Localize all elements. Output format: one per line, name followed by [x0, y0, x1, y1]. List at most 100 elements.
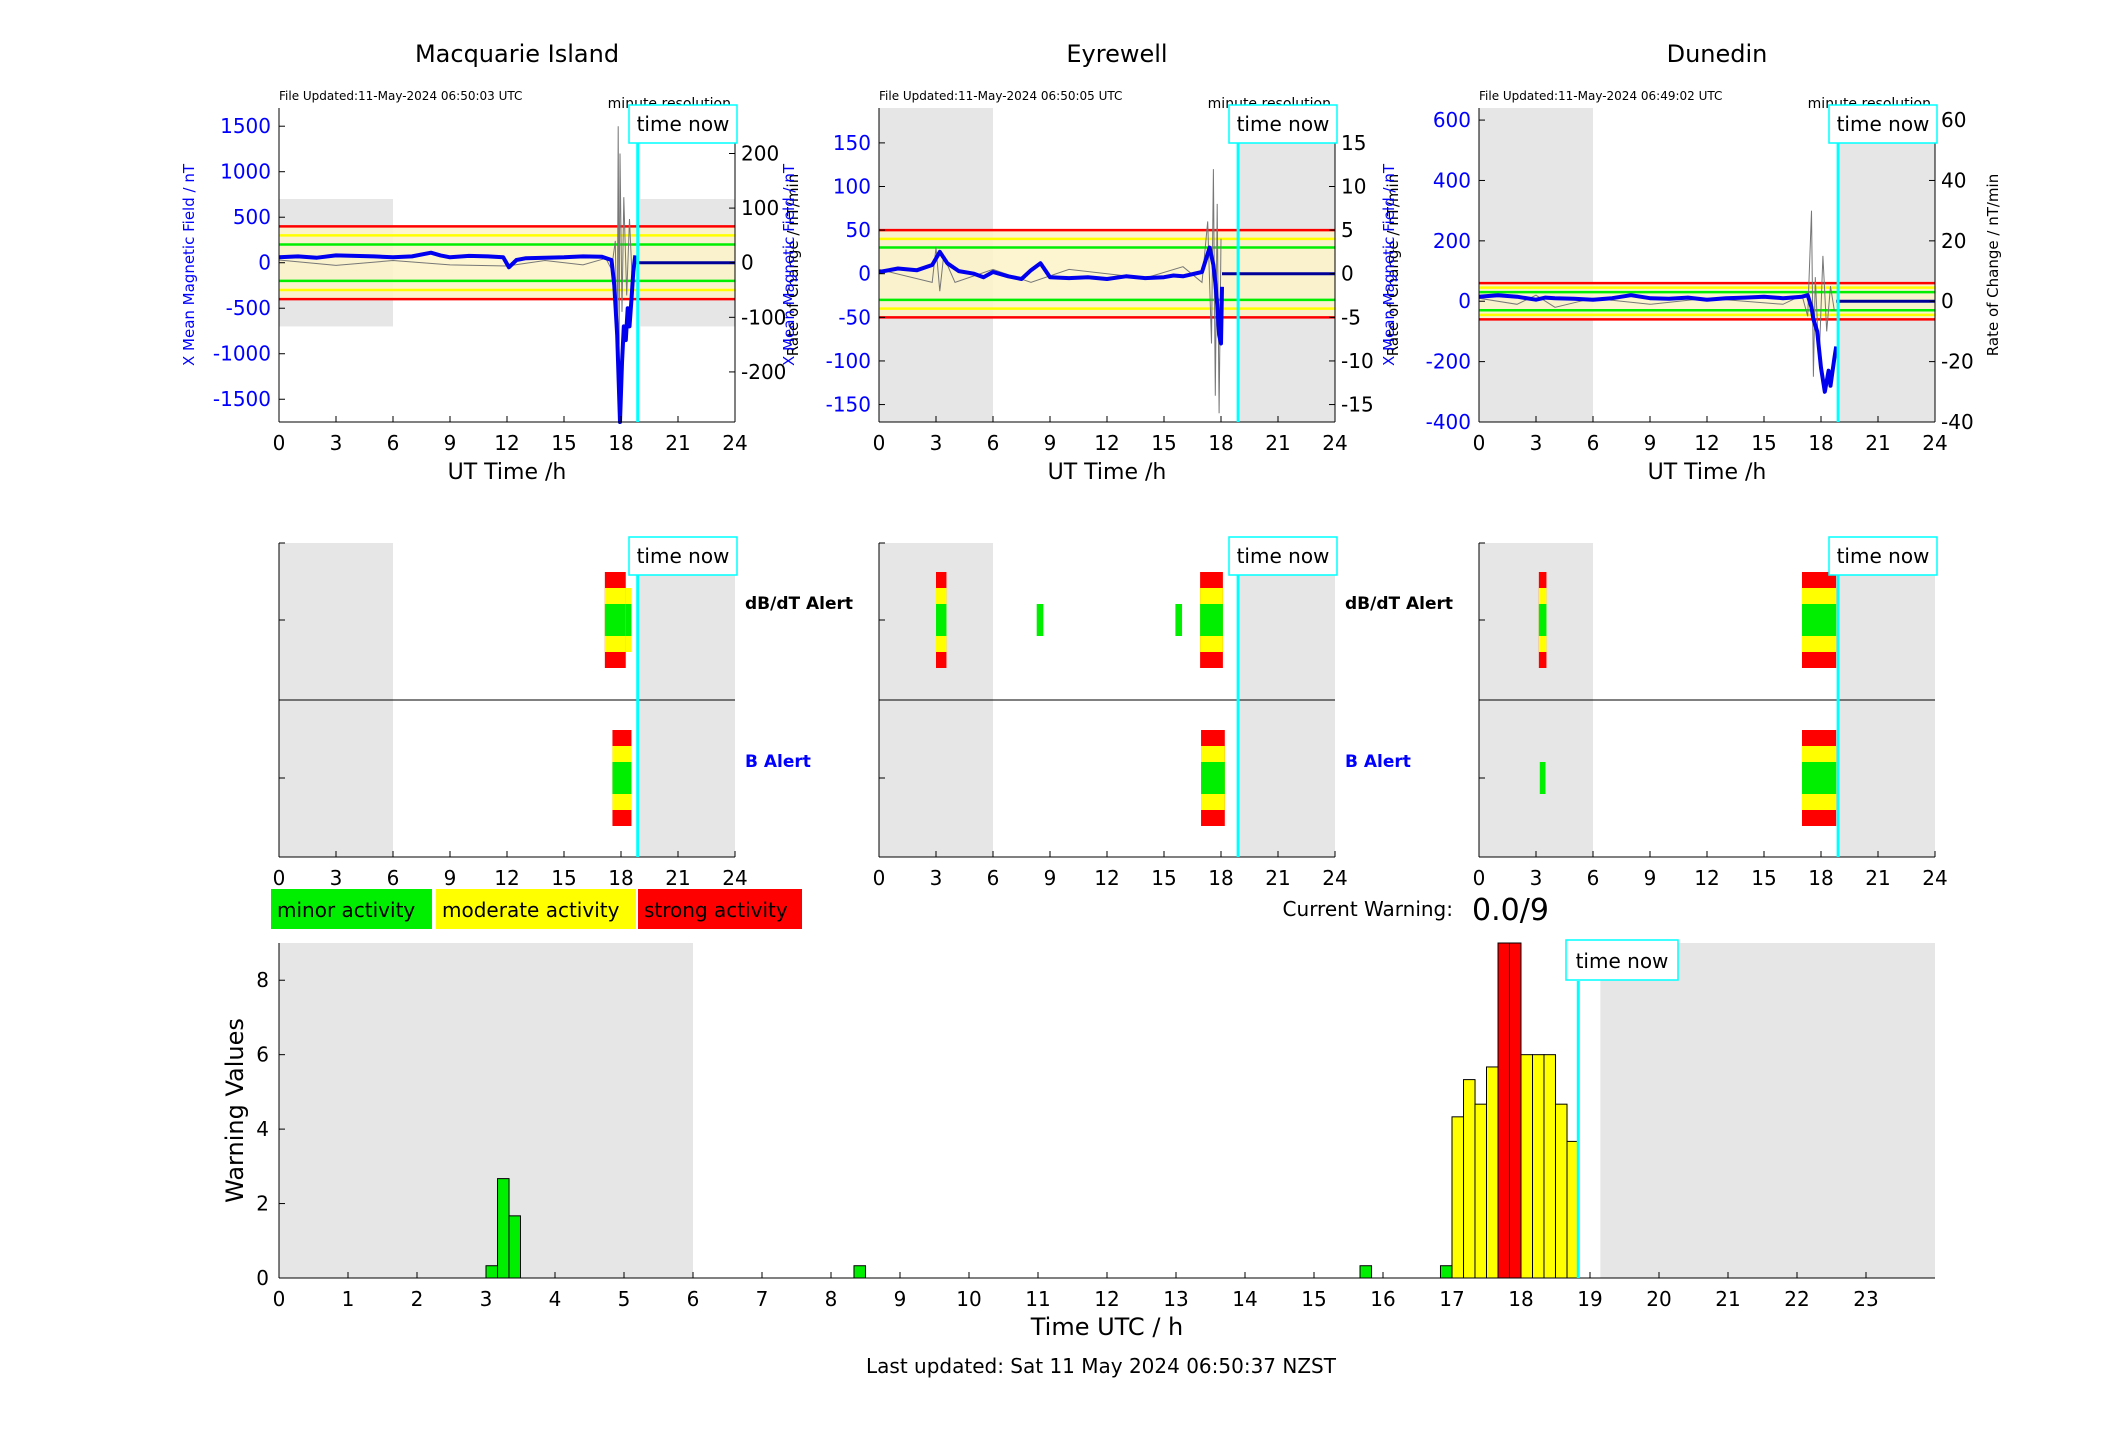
- warning-bar: [1520, 1054, 1534, 1279]
- y-axis-label: Warning Values: [221, 1018, 249, 1203]
- x-tick-label: 12: [1094, 866, 1119, 890]
- legend-label: strong activity: [644, 898, 788, 922]
- x-tick-label: 13: [1163, 1287, 1188, 1311]
- station-panel-2: Dunedin File Updated:11-May-2024 06:49:02…: [1380, 40, 2002, 485]
- x-tick-label: 21: [665, 866, 690, 890]
- x-tick-label: 11: [1025, 1287, 1050, 1311]
- time-now-box: [1828, 104, 1938, 144]
- b-alert-bar-minor: [1201, 762, 1225, 794]
- time-now-label: time now: [637, 544, 730, 568]
- y-tick-label: 2: [256, 1192, 269, 1216]
- x-axis-label: Time UTC / h: [1030, 1313, 1184, 1341]
- x-tick-label: 3: [930, 866, 943, 890]
- dbdt-alert-bar-minor: [1200, 604, 1223, 636]
- x-tick-label: 21: [1865, 431, 1890, 455]
- x-tick-label: 12: [1694, 866, 1719, 890]
- legend-swatch: [436, 889, 636, 929]
- y-left-axis-label: X Mean Magnetic Field / nT: [1380, 163, 1398, 366]
- x-axis-label: UT Time /h: [448, 460, 567, 485]
- x-tick-label: 0: [273, 866, 286, 890]
- dbdt-alert-bar-minor: [1175, 604, 1183, 636]
- dbdt-alert-bar-minor: [1802, 604, 1837, 636]
- x-tick-label: 15: [1751, 866, 1776, 890]
- file-updated-text: File Updated:11-May-2024 06:49:02 UTC: [1479, 89, 1722, 103]
- x-tick-label: 0: [1473, 866, 1486, 890]
- last-updated-text: Last updated: Sat 11 May 2024 06:50:37 N…: [866, 1354, 1337, 1378]
- y-left-tick-label: -150: [826, 393, 871, 417]
- x-tick-label: 18: [608, 431, 633, 455]
- y-left-tick-label: -100: [826, 349, 871, 373]
- x-tick-label: 21: [665, 431, 690, 455]
- x-tick-label: 15: [1151, 431, 1176, 455]
- night-shade: [279, 943, 693, 1278]
- y-left-tick-label: 50: [846, 218, 871, 242]
- magnetic-field-trace: [878, 245, 1224, 346]
- night-shade: [1840, 108, 1935, 422]
- y-left-tick-label: 0: [858, 262, 871, 286]
- y-right-tick-label: 40: [1941, 168, 1966, 192]
- x-tick-label: 0: [273, 1287, 286, 1311]
- x-tick-label: 24: [722, 866, 747, 890]
- x-tick-label: 21: [1865, 866, 1890, 890]
- y-left-tick-label: -50: [838, 305, 871, 329]
- legend-label: moderate activity: [442, 898, 620, 922]
- warning-bar: [1497, 942, 1511, 1279]
- current-warning-label: Current Warning:: [1283, 897, 1453, 921]
- x-tick-label: 21: [1715, 1287, 1740, 1311]
- warning-bar: [1439, 1265, 1453, 1279]
- x-tick-label: 15: [1751, 431, 1776, 455]
- b-alert-label: B Alert: [1345, 752, 1411, 772]
- x-tick-label: 17: [1439, 1287, 1464, 1311]
- x-tick-label: 15: [1301, 1287, 1326, 1311]
- y-right-tick-label: 0: [1941, 289, 1954, 313]
- y-right-tick-label: 5: [1341, 218, 1354, 242]
- x-tick-label: 6: [1587, 866, 1600, 890]
- x-tick-label: 6: [987, 866, 1000, 890]
- y-right-tick-label: 10: [1341, 175, 1366, 199]
- time-now-box: [1565, 939, 1679, 981]
- y-left-tick-label: 1000: [220, 160, 271, 184]
- time-now-box: [1228, 104, 1338, 144]
- x-tick-label: 9: [444, 866, 457, 890]
- y-right-tick-label: 100: [741, 196, 779, 220]
- x-tick-label: 6: [387, 866, 400, 890]
- warning-bar: [1463, 1079, 1476, 1279]
- x-tick-label: 3: [1530, 866, 1543, 890]
- x-tick-label: 21: [1265, 431, 1290, 455]
- y-right-tick-label: 60: [1941, 108, 1966, 132]
- y-tick-label: 6: [256, 1043, 269, 1067]
- y-left-tick-label: 0: [1458, 289, 1471, 313]
- y-right-tick-label: -5: [1341, 305, 1361, 329]
- warning-bar: [1508, 942, 1522, 1279]
- dbdt-alert-bar-minor: [936, 604, 947, 636]
- x-tick-label: 24: [722, 431, 747, 455]
- x-tick-label: 21: [1265, 866, 1290, 890]
- file-updated-text: File Updated:11-May-2024 06:50:03 UTC: [279, 89, 522, 103]
- y-left-tick-label: 400: [1433, 168, 1471, 192]
- x-tick-label: 3: [330, 431, 343, 455]
- x-tick-label: 3: [480, 1287, 493, 1311]
- x-axis-label: UT Time /h: [1648, 460, 1767, 485]
- y-right-tick-label: 200: [741, 141, 779, 165]
- x-tick-label: 20: [1646, 1287, 1671, 1311]
- x-tick-label: 0: [873, 866, 886, 890]
- x-tick-label: 6: [687, 1287, 700, 1311]
- y-tick-label: 0: [256, 1266, 269, 1290]
- x-tick-label: 19: [1577, 1287, 1602, 1311]
- rate-of-change-trace: [1478, 210, 1835, 377]
- x-tick-label: 18: [1808, 431, 1833, 455]
- warning-bar: [1474, 1103, 1487, 1279]
- x-tick-label: 0: [1473, 431, 1486, 455]
- x-tick-label: 16: [1370, 1287, 1395, 1311]
- warning-bar: [1555, 1103, 1568, 1279]
- x-tick-label: 9: [1044, 431, 1057, 455]
- legend-swatch: [271, 889, 432, 929]
- dbdt-alert-label: dB/dT Alert: [745, 594, 853, 614]
- y-right-axis-label: Rate of Change / nT/min: [1984, 174, 2002, 356]
- b-alert-bar-minor: [1539, 762, 1546, 794]
- y-left-tick-label: -400: [1426, 410, 1471, 434]
- x-tick-label: 12: [494, 866, 519, 890]
- y-left-tick-label: 150: [833, 131, 871, 155]
